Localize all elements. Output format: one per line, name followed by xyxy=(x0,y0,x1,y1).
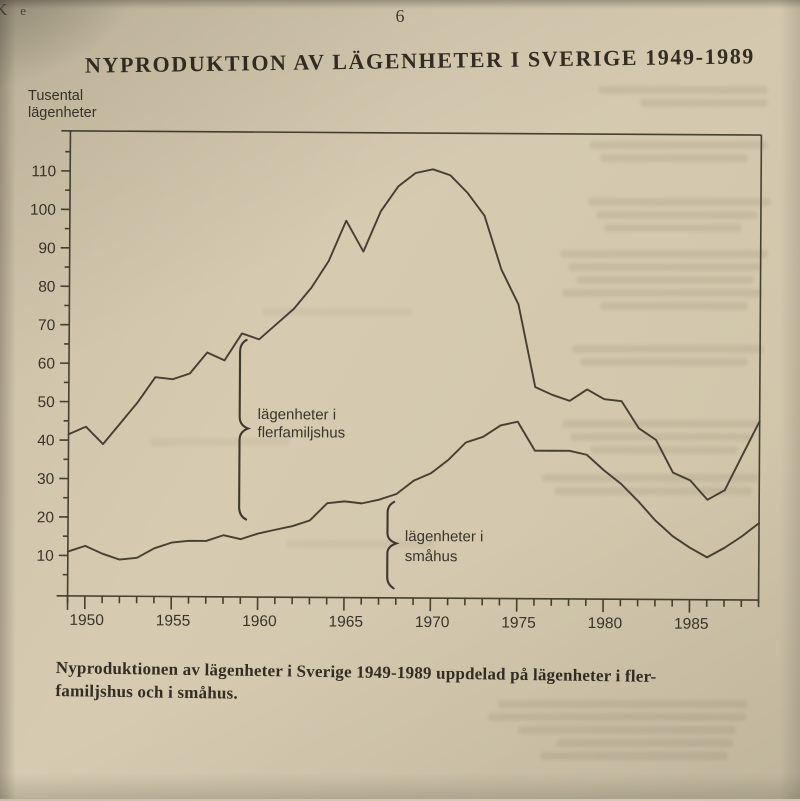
total-series-line xyxy=(68,167,761,500)
brace-smahus xyxy=(387,502,397,589)
y-tick-label: 30 xyxy=(37,471,55,488)
x-tick-label: 1960 xyxy=(242,613,277,630)
x-tick-label: 1950 xyxy=(69,612,104,629)
anno-smahus-line2: småhus xyxy=(405,548,458,565)
y-tick-label: 60 xyxy=(38,355,56,372)
y-tick-label: 70 xyxy=(38,317,56,334)
x-tick-label: 1970 xyxy=(415,614,450,631)
y-tick-label: 80 xyxy=(38,279,56,296)
anno-smahus-line1: lägenheter i xyxy=(405,528,484,545)
y-tick-label: 100 xyxy=(30,202,56,219)
y-tick-label: 110 xyxy=(31,163,56,180)
brace-flerfamiljshus xyxy=(239,340,249,520)
y-tick-label: 20 xyxy=(37,509,55,526)
plot-frame-top xyxy=(61,131,761,135)
x-tick-label: 1955 xyxy=(156,612,191,629)
x-tick-label: 1965 xyxy=(329,613,364,630)
y-tick-label: 50 xyxy=(37,394,55,411)
x-axis-line xyxy=(57,596,759,600)
x-tick-label: 1975 xyxy=(501,615,536,632)
x-tick-label: 1980 xyxy=(588,615,623,632)
plot-frame-right xyxy=(759,135,762,603)
y-tick-label: 40 xyxy=(37,432,55,449)
y-tick-label: 90 xyxy=(38,240,56,257)
y-axis-line xyxy=(67,131,70,610)
y-tick-label: 10 xyxy=(37,548,55,565)
anno-flerfamiljshus-line1: lägenheter i xyxy=(258,406,337,423)
x-tick-label: 1985 xyxy=(674,616,709,633)
anno-flerfamiljshus-line2: flerfamiljshus xyxy=(258,424,346,442)
